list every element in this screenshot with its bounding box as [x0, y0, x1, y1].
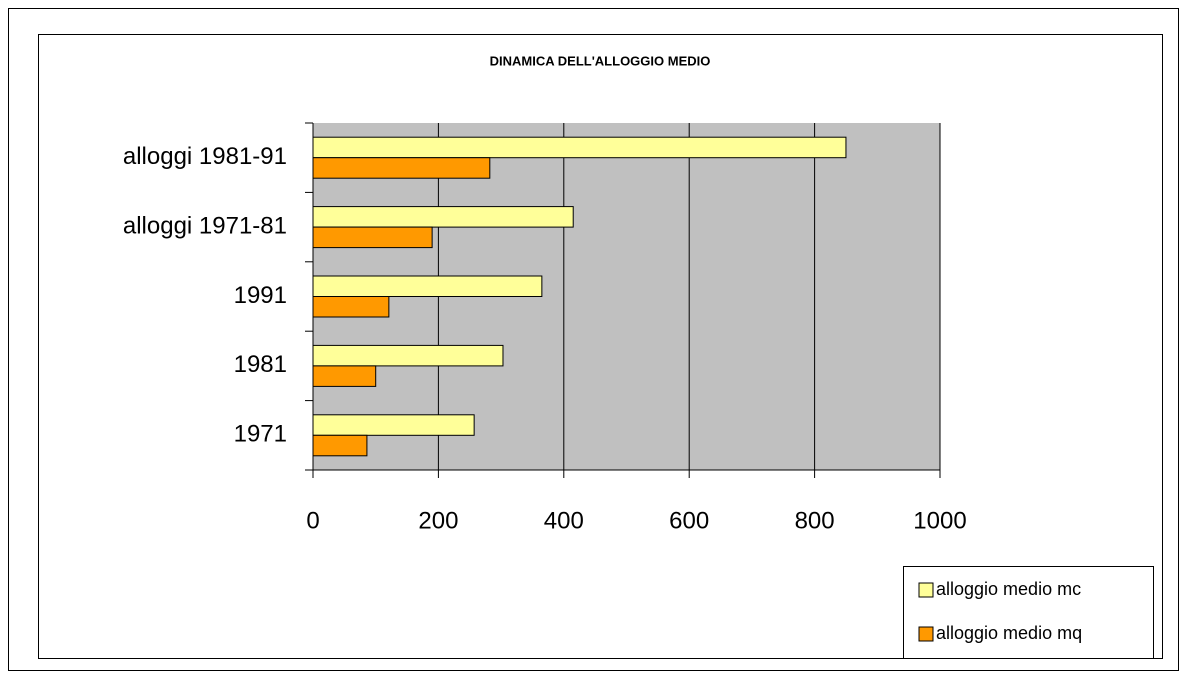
legend-box [903, 566, 1154, 659]
legend-swatch [918, 626, 934, 642]
x-tick-label: 600 [669, 507, 709, 534]
bar [312, 206, 574, 228]
x-tick-label: 800 [795, 507, 835, 534]
bar [312, 365, 377, 387]
x-tick-label: 200 [418, 507, 458, 534]
legend-label: alloggio medio mc [936, 579, 1081, 599]
y-tick-label: alloggi 1981-91 [123, 143, 287, 170]
bar [312, 136, 847, 159]
bar [312, 157, 491, 179]
y-tick-label: 1981 [234, 351, 287, 378]
x-tick-label: 0 [306, 507, 319, 534]
bar [312, 344, 504, 367]
y-tick-label: 1991 [234, 282, 287, 309]
y-tick-label: alloggi 1971-81 [123, 212, 287, 239]
x-tick-label: 400 [544, 507, 584, 534]
x-tick-label: 1000 [913, 507, 966, 534]
bar [312, 434, 368, 457]
bar [312, 414, 475, 436]
bar [312, 296, 390, 318]
bar [312, 226, 433, 249]
y-tick-label: 1971 [234, 421, 287, 448]
bar [312, 275, 543, 297]
legend-swatch [918, 582, 934, 598]
legend-label: alloggio medio mq [936, 623, 1082, 643]
chart-title: DINAMICA DELL'ALLOGGIO MEDIO [490, 53, 711, 68]
